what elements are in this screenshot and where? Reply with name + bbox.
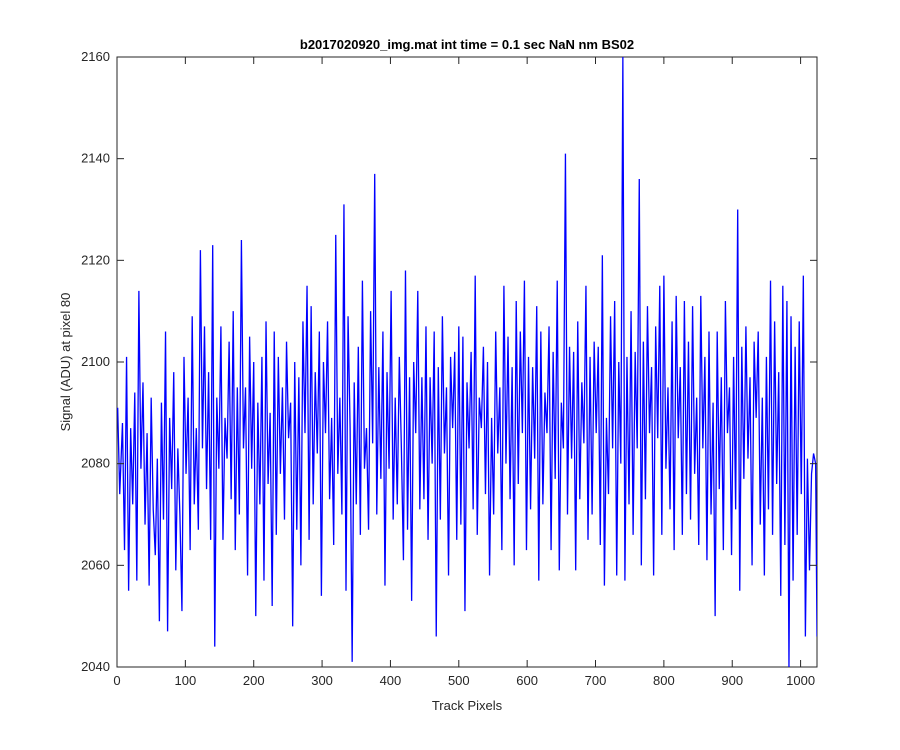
x-tick-label: 600 xyxy=(516,673,538,688)
x-tick-label: 1000 xyxy=(786,673,815,688)
y-tick-label: 2060 xyxy=(81,557,110,572)
series-line-1 xyxy=(117,57,817,667)
series-layer xyxy=(117,57,817,667)
x-axis-title: Track Pixels xyxy=(432,698,503,713)
x-tick-label: 100 xyxy=(175,673,197,688)
plot-area-frame xyxy=(116,56,818,668)
y-tick-label: 2140 xyxy=(81,151,110,166)
y-tick-label: 2040 xyxy=(81,659,110,674)
y-tick-label: 2120 xyxy=(81,252,110,267)
x-tick-label: 400 xyxy=(380,673,402,688)
y-tick-label: 2080 xyxy=(81,456,110,471)
x-tick-label: 800 xyxy=(653,673,675,688)
x-tick-label: 300 xyxy=(311,673,333,688)
x-tick-label: 500 xyxy=(448,673,470,688)
axes-box xyxy=(116,56,818,668)
x-tick-label: 0 xyxy=(113,673,120,688)
x-tick-label: 900 xyxy=(721,673,743,688)
x-tick-label: 200 xyxy=(243,673,265,688)
x-tick-label: 700 xyxy=(585,673,607,688)
ticks-layer: 0 100 200 300 400 500 600 700 800 900 1000 2040 2060… xyxy=(81,49,817,688)
y-axis-title: Signal (ADU) at pixel 80 xyxy=(58,293,73,432)
y-tick-label: 2160 xyxy=(81,49,110,64)
y-tick-label: 2100 xyxy=(81,354,110,369)
labels-layer: b2017020920_img.mat int time = 0.1 sec N… xyxy=(58,37,634,713)
chart-title: b2017020920_img.mat int time = 0.1 sec N… xyxy=(300,37,634,52)
